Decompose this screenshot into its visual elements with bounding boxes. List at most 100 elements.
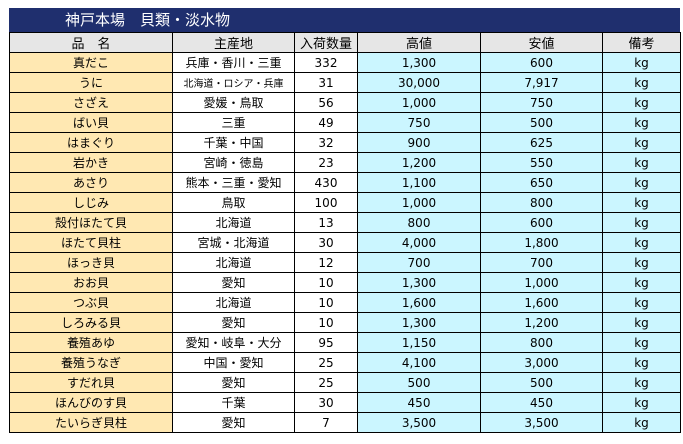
quantity-cell: 49	[294, 112, 358, 133]
low-price-cell: 7,917	[480, 72, 603, 93]
table-row: おお貝 愛知 10 1,300 1,000 kg	[9, 272, 681, 293]
table-row: はまぐり 千葉・中国 32 900 625 kg	[9, 132, 681, 153]
origin-cell: 愛知	[172, 372, 295, 393]
origin-cell: 愛知	[172, 272, 295, 293]
high-price-cell: 3,500	[357, 412, 481, 433]
price-table: 品 名 主産地 入荷数量 高値 安値 備考 真だこ 兵庫・香川・三重 332 1,30…	[9, 32, 681, 433]
table-row: あさり 熊本・三重・愛知 430 1,100 650 kg	[9, 172, 681, 193]
quantity-cell: 31	[294, 72, 358, 93]
quantity-cell: 23	[294, 152, 358, 173]
note-cell: kg	[602, 252, 681, 273]
origin-cell: 三重	[172, 112, 295, 133]
item-name-cell: ほっき貝	[9, 252, 173, 273]
quantity-cell: 100	[294, 192, 358, 213]
table-row: 養殖うなぎ 中国・愛知 25 4,100 3,000 kg	[9, 352, 681, 373]
quantity-cell: 25	[294, 352, 358, 373]
note-cell: kg	[602, 52, 681, 73]
header-high-price: 高値	[357, 32, 481, 53]
item-name-cell: さざえ	[9, 92, 173, 113]
table-row: 養殖あゆ 愛知・岐阜・大分 95 1,150 800 kg	[9, 332, 681, 353]
item-name-cell: ほたて貝柱	[9, 232, 173, 253]
origin-cell: 愛媛・鳥取	[172, 92, 295, 113]
high-price-cell: 4,100	[357, 352, 481, 373]
origin-cell: 宮城・北海道	[172, 232, 295, 253]
origin-cell: 北海道	[172, 292, 295, 313]
note-cell: kg	[602, 332, 681, 353]
header-note: 備考	[602, 32, 681, 53]
high-price-cell: 900	[357, 132, 481, 153]
table-row: しじみ 鳥取 100 1,000 800 kg	[9, 192, 681, 213]
item-name-cell: 養殖あゆ	[9, 332, 173, 353]
item-name-cell: 真だこ	[9, 52, 173, 73]
high-price-cell: 450	[357, 392, 481, 413]
table-row: うに 北海道・ロシア・兵庫 31 30,000 7,917 kg	[9, 72, 681, 93]
item-name-cell: 殻付ほたて貝	[9, 212, 173, 233]
header-row: 品 名 主産地 入荷数量 高値 安値 備考	[9, 32, 681, 53]
low-price-cell: 700	[480, 252, 603, 273]
origin-cell: 宮崎・徳島	[172, 152, 295, 173]
table-row: 殻付ほたて貝 北海道 13 800 600 kg	[9, 212, 681, 233]
note-cell: kg	[602, 412, 681, 433]
header-origin: 主産地	[172, 32, 295, 53]
high-price-cell: 1,200	[357, 152, 481, 173]
origin-cell: 中国・愛知	[172, 352, 295, 373]
origin-cell: 北海道	[172, 252, 295, 273]
header-name: 品 名	[9, 32, 173, 53]
note-cell: kg	[602, 72, 681, 93]
low-price-cell: 500	[480, 112, 603, 133]
high-price-cell: 1,600	[357, 292, 481, 313]
origin-cell: 愛知	[172, 412, 295, 433]
item-name-cell: つぶ貝	[9, 292, 173, 313]
high-price-cell: 1,150	[357, 332, 481, 353]
header-quantity: 入荷数量	[294, 32, 358, 53]
origin-cell: 熊本・三重・愛知	[172, 172, 295, 193]
note-cell: kg	[602, 232, 681, 253]
low-price-cell: 550	[480, 152, 603, 173]
quantity-cell: 12	[294, 252, 358, 273]
note-cell: kg	[602, 112, 681, 133]
low-price-cell: 1,600	[480, 292, 603, 313]
origin-cell: 愛知	[172, 312, 295, 333]
note-cell: kg	[602, 92, 681, 113]
quantity-cell: 32	[294, 132, 358, 153]
high-price-cell: 1,300	[357, 52, 481, 73]
item-name-cell: はまぐり	[9, 132, 173, 153]
low-price-cell: 750	[480, 92, 603, 113]
high-price-cell: 1,000	[357, 192, 481, 213]
low-price-cell: 450	[480, 392, 603, 413]
quantity-cell: 430	[294, 172, 358, 193]
low-price-cell: 1,000	[480, 272, 603, 293]
table-row: ほんびのす貝 千葉 30 450 450 kg	[9, 392, 681, 413]
low-price-cell: 600	[480, 52, 603, 73]
high-price-cell: 30,000	[357, 72, 481, 93]
table-row: 岩かき 宮崎・徳島 23 1,200 550 kg	[9, 152, 681, 173]
quantity-cell: 13	[294, 212, 358, 233]
note-cell: kg	[602, 272, 681, 293]
quantity-cell: 332	[294, 52, 358, 73]
note-cell: kg	[602, 312, 681, 333]
note-cell: kg	[602, 292, 681, 313]
origin-cell: 北海道・ロシア・兵庫	[172, 72, 295, 93]
table-row: ほっき貝 北海道 12 700 700 kg	[9, 252, 681, 273]
low-price-cell: 1,800	[480, 232, 603, 253]
origin-cell: 千葉・中国	[172, 132, 295, 153]
quantity-cell: 10	[294, 312, 358, 333]
item-name-cell: しろみる貝	[9, 312, 173, 333]
origin-cell: 鳥取	[172, 192, 295, 213]
low-price-cell: 500	[480, 372, 603, 393]
table-row: すだれ貝 愛知 25 500 500 kg	[9, 372, 681, 393]
quantity-cell: 10	[294, 292, 358, 313]
item-name-cell: すだれ貝	[9, 372, 173, 393]
table-row: つぶ貝 北海道 10 1,600 1,600 kg	[9, 292, 681, 313]
item-name-cell: あさり	[9, 172, 173, 193]
high-price-cell: 4,000	[357, 232, 481, 253]
high-price-cell: 1,300	[357, 272, 481, 293]
page-title: 神戸本場 貝類・淡水物	[9, 8, 680, 32]
table-row: ほたて貝柱 宮城・北海道 30 4,000 1,800 kg	[9, 232, 681, 253]
item-name-cell: 養殖うなぎ	[9, 352, 173, 373]
note-cell: kg	[602, 192, 681, 213]
high-price-cell: 1,000	[357, 92, 481, 113]
low-price-cell: 600	[480, 212, 603, 233]
table-row: しろみる貝 愛知 10 1,300 1,200 kg	[9, 312, 681, 333]
origin-cell: 千葉	[172, 392, 295, 413]
